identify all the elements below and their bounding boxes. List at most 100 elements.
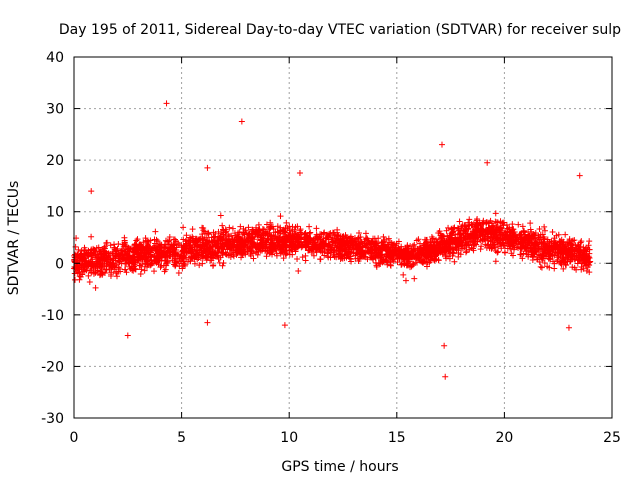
data-point [299,254,306,261]
data-point [261,226,268,233]
data-point [532,229,539,236]
data-point [368,252,375,259]
data-point [253,224,260,231]
data-point [578,238,585,245]
data-point [325,236,332,243]
data-point [509,233,516,240]
data-point [585,253,592,260]
data-point [223,228,230,235]
data-point [228,242,235,249]
data-point [196,262,203,269]
data-point [527,220,534,227]
data-point [352,242,359,249]
data-point [243,237,250,244]
data-point [567,252,574,259]
y-axis-label: SDTVAR / TECUs [6,181,22,296]
data-point [164,238,171,245]
data-point [230,253,237,260]
data-point [204,319,211,326]
data-point [568,256,575,263]
data-point [445,253,452,260]
data-point [334,232,341,239]
data-point [216,244,223,251]
data-point [388,244,395,251]
data-point [201,248,208,255]
data-point [535,251,542,258]
data-point [134,257,141,264]
data-point [346,255,353,262]
data-point [445,247,452,254]
data-point [204,164,211,171]
data-point [562,245,569,252]
data-point [135,254,142,261]
data-point [165,241,172,248]
data-point [71,276,78,283]
data-point [554,245,561,252]
data-point [92,260,99,267]
data-point [538,264,545,271]
data-point [562,231,569,238]
data-point [76,270,83,277]
data-point [183,232,190,239]
data-point [298,242,305,249]
data-point [486,245,493,252]
data-point [325,242,332,249]
data-point [227,250,234,257]
data-point [181,243,188,250]
data-point [404,261,411,268]
data-point [394,259,401,266]
data-point [495,235,502,242]
data-point [577,257,584,264]
data-point [252,241,259,248]
data-point [277,213,284,220]
data-point [153,259,160,266]
data-point [190,235,197,242]
data-point [238,247,245,254]
data-point [119,251,126,258]
data-point [373,238,380,245]
data-point [519,255,526,262]
data-point [585,242,592,249]
data-point [131,261,138,268]
data-point [107,242,114,249]
data-point [332,240,339,247]
data-point [87,258,94,265]
data-point [442,243,449,250]
data-point [347,256,354,263]
data-point [80,264,87,271]
data-point [184,258,191,265]
data-point [567,257,574,264]
x-tick-label: 20 [495,430,513,446]
data-point [138,242,145,249]
data-point [92,265,99,272]
data-point [283,219,290,226]
data-point [72,251,79,258]
data-point [353,237,360,244]
data-point [560,265,567,272]
y-axis-ticks: -30 -20 -10 0 10 20 30 40 [41,50,612,427]
data-point [530,241,537,248]
data-point [559,241,566,248]
data-point [198,247,205,254]
data-point [436,228,443,235]
data-point [484,235,491,242]
data-point [529,238,536,245]
data-point [462,249,469,256]
data-point [334,226,341,233]
y-tick-label: -10 [41,308,64,324]
data-point [393,240,400,247]
data-point [180,224,187,231]
data-point [238,118,245,125]
data-point [173,238,180,245]
data-point [362,230,369,237]
data-point [196,236,203,243]
data-point [484,237,491,244]
data-point [405,259,412,266]
data-point [548,246,555,253]
data-point [92,248,99,255]
data-point [501,242,508,249]
data-point [199,260,206,267]
data-point [74,259,81,266]
data-point [191,260,198,267]
